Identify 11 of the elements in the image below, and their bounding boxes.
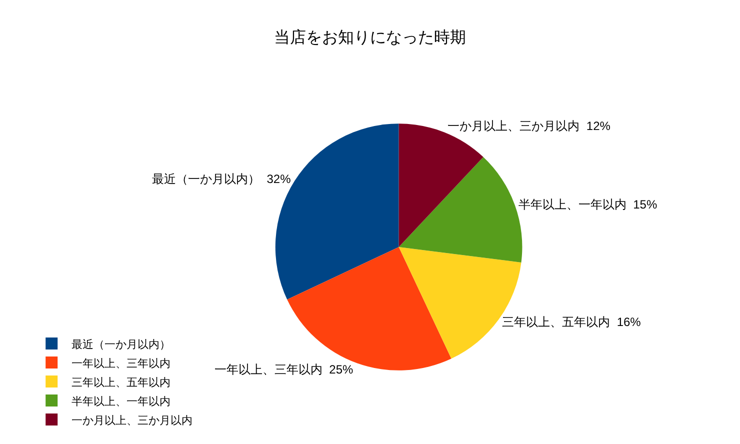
legend-label: 半年以上、一年以内 xyxy=(72,394,171,408)
chart-title: 当店をお知りになった時期 xyxy=(274,28,466,46)
legend-label: 一か月以上、三か月以内 xyxy=(72,414,193,427)
legend-label: 最近（一か月以内） xyxy=(72,338,171,351)
category-label: 一年以上、三年以内 25% xyxy=(214,362,354,376)
category-label: 三年以上、五年以内 16% xyxy=(502,314,641,329)
category-label: 最近（一か月以内） 32% xyxy=(152,172,291,186)
legend-label: 一年以上、三年以内 xyxy=(72,356,171,370)
legend-label: 三年以上、五年以内 xyxy=(72,376,171,389)
category-label: 一か月以上、三か月以内 12% xyxy=(448,119,610,134)
category-label: 半年以上、一年以内 15% xyxy=(518,197,658,212)
